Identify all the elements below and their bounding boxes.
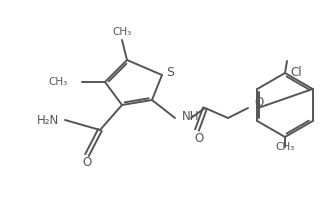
Text: O: O: [194, 131, 204, 144]
Text: CH₃: CH₃: [275, 142, 294, 152]
Text: S: S: [166, 65, 174, 79]
Text: O: O: [82, 157, 92, 169]
Text: O: O: [254, 97, 263, 110]
Text: Cl: Cl: [290, 66, 302, 79]
Text: CH₃: CH₃: [112, 27, 132, 37]
Text: NH: NH: [182, 110, 200, 122]
Text: H₂N: H₂N: [37, 113, 59, 126]
Text: CH₃: CH₃: [49, 77, 68, 87]
